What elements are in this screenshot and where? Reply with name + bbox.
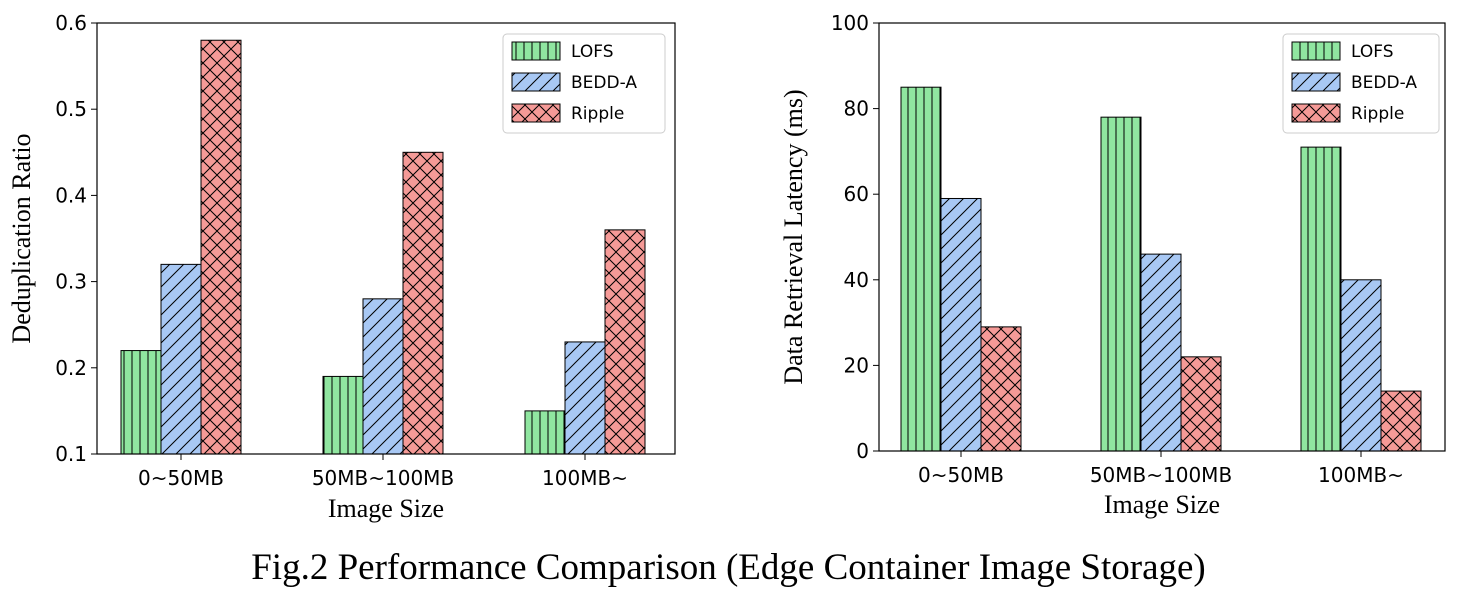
x-tick-label: 50MB~100MB xyxy=(1090,463,1232,487)
legend: LOFS BEDD-A Ripple xyxy=(502,33,666,134)
legend-label-ripple: Ripple xyxy=(571,104,624,124)
legend-swatch-hatch xyxy=(511,103,561,123)
bar-hatch-bedd-a-1 xyxy=(160,263,202,455)
x-tick-label: 0~50MB xyxy=(918,463,1004,487)
y-tick-label: 20 xyxy=(844,353,869,377)
legend-swatch-hatch xyxy=(1291,72,1341,92)
legend-swatch-hatch xyxy=(1291,103,1341,123)
legend-label-bedd-a: BEDD-A xyxy=(571,73,637,93)
y-tick-label: 60 xyxy=(844,182,869,206)
legend-swatch-hatch xyxy=(511,72,561,92)
legend-label-ripple: Ripple xyxy=(1351,104,1404,124)
bar-hatch-ripple-1 xyxy=(980,326,1022,452)
x-axis-label: Image Size xyxy=(328,494,444,523)
legend-label-lofs: LOFS xyxy=(571,42,614,62)
y-tick-label: 0.5 xyxy=(55,97,87,121)
legend-swatch-hatch xyxy=(1291,41,1341,61)
figure-caption: Fig.2 Performance Comparison (Edge Conta… xyxy=(251,547,1206,588)
bar-hatch-bedd-a-3 xyxy=(564,341,606,455)
y-tick-label: 0.1 xyxy=(55,442,87,466)
chart-panel-1: 0.1 0.2 0.3 0.4 0.5 0.6 0~50MB 50MB~100MB 100MB~… xyxy=(7,11,676,523)
x-tick-label: 0~50MB xyxy=(138,466,224,490)
y-tick-label: 100 xyxy=(831,11,869,35)
legend-swatch-hatch xyxy=(511,41,561,61)
x-axis-label: Image Size xyxy=(1104,490,1220,519)
bar-hatch-ripple-3 xyxy=(604,229,646,455)
y-tick-label: 80 xyxy=(844,97,869,121)
bar-hatch-ripple-3 xyxy=(1380,390,1422,452)
y-axis-label: Deduplication Ratio xyxy=(7,133,36,343)
plot-frame xyxy=(878,22,1446,452)
y-tick-label: 0 xyxy=(856,439,869,463)
bar-hatch-ripple-1 xyxy=(200,39,242,455)
legend-label-lofs: LOFS xyxy=(1351,42,1394,62)
x-tick-label: 100MB~ xyxy=(542,466,628,490)
y-tick-label: 0.2 xyxy=(55,356,87,380)
bar-hatch-bedd-a-3 xyxy=(1340,279,1382,452)
y-tick-label: 0.4 xyxy=(55,183,87,207)
bar-hatch-ripple-2 xyxy=(1180,356,1222,452)
bar-hatch-lofs-1 xyxy=(120,350,162,455)
bar-hatch-lofs-2 xyxy=(1100,116,1142,452)
plot-frame xyxy=(96,22,676,455)
bar-hatch-lofs-1 xyxy=(900,86,942,452)
y-tick-label: 0.6 xyxy=(55,11,87,35)
bar-hatch-bedd-a-1 xyxy=(940,197,982,452)
bar-hatch-lofs-3 xyxy=(1300,146,1342,452)
bar-hatch-bedd-a-2 xyxy=(1140,253,1182,452)
x-tick-label: 50MB~100MB xyxy=(312,466,454,490)
bar-hatch-bedd-a-2 xyxy=(362,298,404,455)
legend-label-bedd-a: BEDD-A xyxy=(1351,73,1417,93)
bar-hatch-lofs-3 xyxy=(524,410,566,455)
legend: LOFS BEDD-A Ripple xyxy=(1282,33,1440,134)
y-axis-label: Data Retrieval Latency (ms) xyxy=(779,89,808,384)
x-tick-label: 100MB~ xyxy=(1318,463,1404,487)
y-tick-label: 0.3 xyxy=(55,270,87,294)
figure: 0.1 0.2 0.3 0.4 0.5 0.6 0~50MB 50MB~100MB 100MB~… xyxy=(7,11,1446,523)
chart-panel-2: 0 20 40 60 80 100 0~50MB 50MB~100MB 100MB~ Image … xyxy=(779,11,1446,519)
bar-hatch-lofs-2 xyxy=(322,375,364,455)
bar-hatch-ripple-2 xyxy=(402,151,444,455)
y-tick-label: 40 xyxy=(844,268,869,292)
